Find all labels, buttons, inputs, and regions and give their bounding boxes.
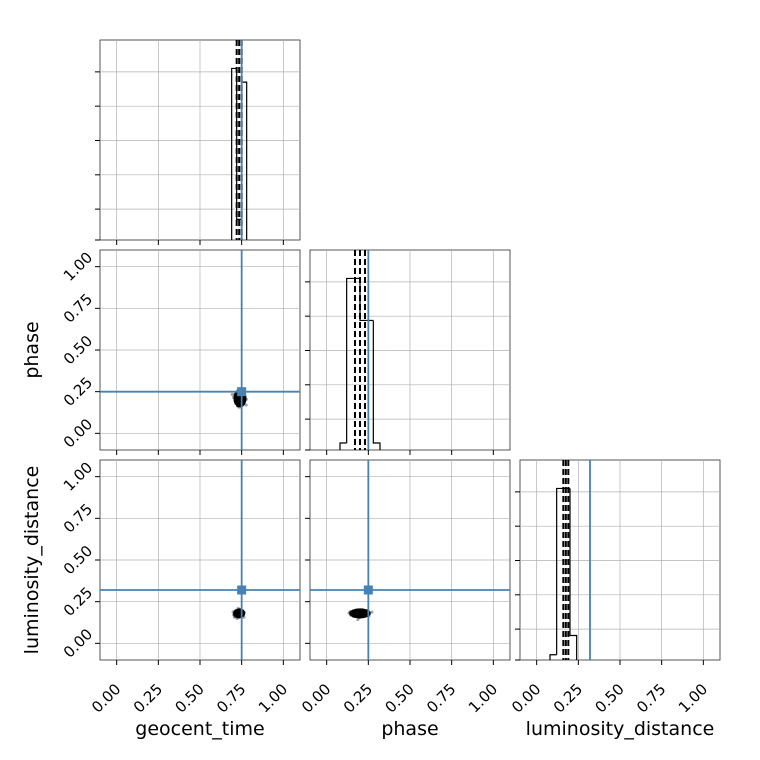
panel-geocent_time-luminosity_distance: 0.00 0.25 0.50 0.75 1.000.000.250.500.751.00 [60, 458, 301, 716]
truth-marker [237, 585, 247, 595]
corner-panels: 0.000.250.500.751.000.00 0.25 0.50 0.75 1.00… [60, 39, 721, 716]
panel-geocent_time-phase: 0.00 0.25 0.50 0.75 1.00 [60, 248, 301, 455]
histogram-bin [231, 67, 237, 240]
x-tick-label: 0.25 [340, 680, 376, 716]
histogram-bin [372, 320, 381, 450]
sample-point [370, 610, 374, 614]
x-tick-label: 0.50 [591, 680, 627, 716]
x-label-phase: phase [381, 718, 438, 740]
panel-geocent_time-geocent_time [95, 39, 301, 245]
panel-luminosity_distance-luminosity_distance: 0.00 0.25 0.50 0.75 1.00 [508, 459, 721, 716]
x-tick-label: 0.25 [550, 680, 586, 716]
density-core [349, 608, 371, 619]
x-tick-label: 0.75 [423, 680, 459, 716]
histogram-bin [549, 654, 557, 660]
y-tick-label: 0.25 [60, 583, 96, 619]
y-tick-label: 0.25 [60, 373, 96, 409]
x-tick-label: 0.00 [88, 680, 124, 716]
x-tick-label: 0.75 [633, 680, 669, 716]
sample-point [356, 617, 360, 621]
y-tick-label: 0.50 [60, 542, 96, 578]
panel-phase-phase [305, 249, 511, 455]
y-tick-label: 1.00 [60, 458, 96, 494]
sample-point [244, 403, 248, 407]
x-tick-label: 0.75 [213, 680, 249, 716]
truth-marker [237, 387, 247, 397]
panel-phase-luminosity_distance: 0.00 0.25 0.50 0.75 1.00 [298, 459, 511, 716]
x-tick-label: 0.25 [130, 680, 166, 716]
density-core [233, 608, 246, 619]
x-label-luminosity-distance: luminosity_distance [526, 718, 715, 740]
y-tick-label: 0.50 [60, 332, 96, 368]
x-tick-label: 0.00 [298, 680, 334, 716]
x-tick-label: 1.00 [255, 680, 291, 716]
x-tick-label: 0.50 [381, 680, 417, 716]
x-tick-label: 1.00 [465, 680, 501, 716]
x-tick-label: 0.00 [508, 680, 544, 716]
y-label-luminosity-distance: luminosity_distance [21, 466, 43, 655]
x-tick-label: 1.00 [675, 680, 711, 716]
x-tick-label: 0.50 [171, 680, 207, 716]
histogram-bin [556, 487, 564, 655]
histogram-bin [339, 442, 347, 450]
axis-labels: geocent_time phase luminosity_distance p… [21, 321, 714, 740]
x-label-geocent-time: geocent_time [135, 718, 264, 740]
histogram-bin [236, 68, 242, 221]
histogram-bin [346, 277, 354, 443]
histogram-bin [569, 488, 578, 660]
y-tick-label: 0.75 [60, 500, 96, 536]
histogram-bin [359, 278, 367, 322]
truth-marker [363, 585, 373, 595]
y-tick-label: 1.00 [60, 248, 96, 284]
y-tick-label: 0.75 [60, 290, 96, 326]
y-tick-label: 0.00 [60, 415, 96, 451]
y-tick-label: 0.00 [60, 625, 96, 661]
y-label-phase: phase [21, 321, 43, 378]
sample-point [230, 392, 234, 397]
